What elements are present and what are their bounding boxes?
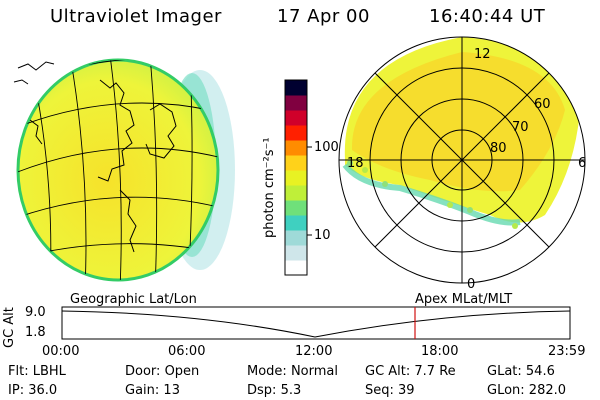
timeline-y-tick-bottom: 1.8 bbox=[25, 325, 46, 340]
timeline-x-tick-3: 18:00 bbox=[421, 344, 459, 359]
timeline-x-tick-4: 23:59 bbox=[548, 344, 586, 359]
mlt-label-6: 6 bbox=[578, 156, 587, 171]
app-title: Ultraviolet Imager bbox=[50, 6, 222, 27]
status-glon: GLon: 282.0 bbox=[487, 383, 567, 398]
colorbar-swatch bbox=[285, 200, 307, 216]
colorbar-tick-10: 10 bbox=[314, 228, 331, 243]
lat-label-80: 80 bbox=[490, 141, 507, 156]
date-label: 17 Apr 00 bbox=[277, 6, 370, 27]
timeline-right-label: Apex MLat/MLT bbox=[415, 292, 513, 307]
timeline-y-tick-top: 9.0 bbox=[25, 305, 46, 320]
colorbar-swatch bbox=[285, 95, 307, 111]
status-glat: GLat: 54.6 bbox=[487, 364, 555, 379]
timeline-x-tick-2: 12:00 bbox=[295, 344, 333, 359]
status-mode: Mode: Normal bbox=[247, 364, 338, 379]
colorbar-swatch bbox=[285, 110, 307, 126]
status-gc-alt: GC Alt: 7.7 Re bbox=[365, 364, 456, 379]
mlt-label-18: 18 bbox=[347, 156, 364, 171]
timeline-left-label: Geographic Lat/Lon bbox=[70, 292, 197, 307]
status-ip: IP: 36.0 bbox=[8, 383, 58, 398]
colorbar-tick-100: 100 bbox=[314, 140, 339, 155]
polar-grid bbox=[338, 36, 586, 284]
mlt-label-0: 0 bbox=[467, 277, 476, 292]
colorbar-swatch bbox=[285, 125, 307, 141]
colorbar-swatch bbox=[285, 140, 307, 156]
mlt-label-12: 12 bbox=[474, 47, 491, 62]
lat-label-70: 70 bbox=[512, 120, 529, 135]
colorbar-strip bbox=[285, 80, 307, 276]
colorbar-swatch bbox=[285, 245, 307, 261]
altitude-curve bbox=[61, 310, 571, 338]
lat-label-60: 60 bbox=[534, 97, 551, 112]
colorbar-swatch bbox=[285, 170, 307, 186]
colorbar-swatch bbox=[285, 215, 307, 231]
colorbar-swatch bbox=[285, 230, 307, 246]
status-seq: Seq: 39 bbox=[365, 383, 415, 398]
colorbar-swatch bbox=[285, 155, 307, 171]
colorbar-swatch bbox=[285, 260, 307, 276]
timeline-x-tick-0: 00:00 bbox=[42, 344, 80, 359]
coastlines bbox=[29, 79, 177, 253]
status-gain: Gain: 13 bbox=[125, 383, 180, 398]
timeline-x-tick-1: 06:00 bbox=[168, 344, 206, 359]
status-door: Door: Open bbox=[125, 364, 200, 379]
status-dsp: Dsp: 5.3 bbox=[247, 383, 302, 398]
time-label: 16:40:44 UT bbox=[429, 6, 546, 27]
colorbar-swatch bbox=[285, 185, 307, 201]
status-flt: Flt: LBHL bbox=[8, 364, 66, 379]
timeline-frame bbox=[61, 306, 571, 340]
colorbar-swatch bbox=[285, 80, 307, 96]
